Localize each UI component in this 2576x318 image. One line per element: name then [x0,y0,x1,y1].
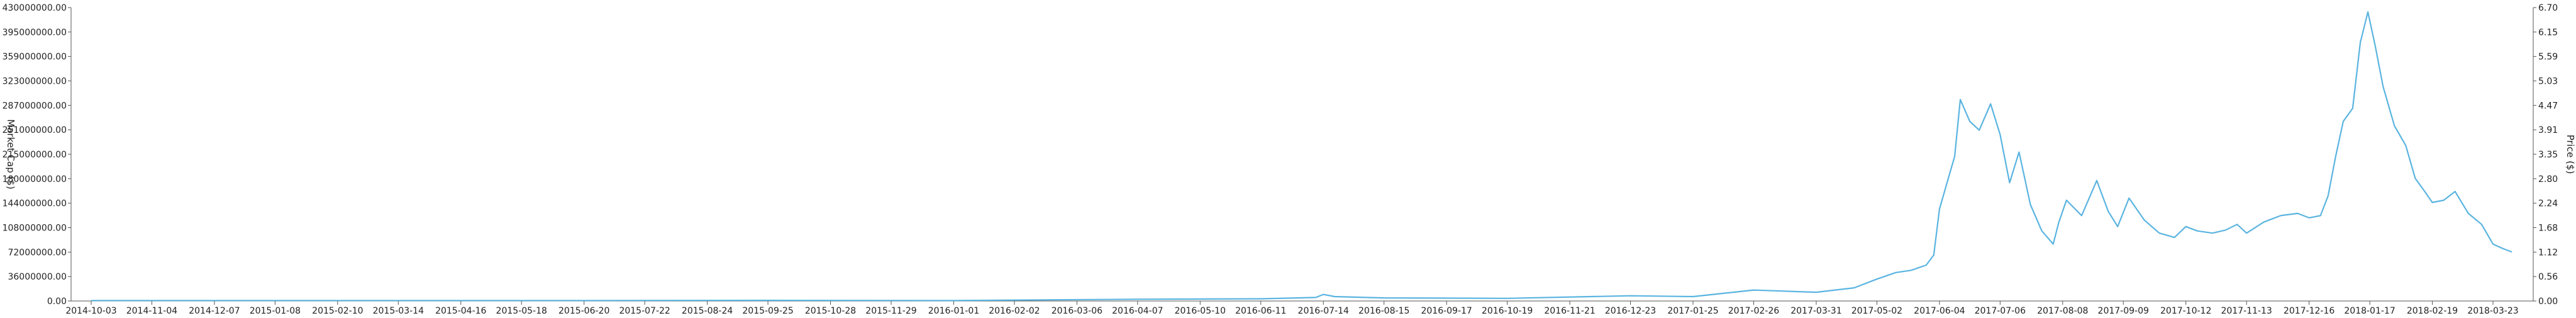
x-tick-label: 2016-05-10 [1175,306,1226,315]
left-y-axis: 0.00 36000000.00 72000000.00 108000000.00 14… [3,3,71,307]
x-tick-label: 2016-01-01 [928,306,979,315]
right-tick-label: 0.56 [2538,272,2558,282]
x-axis: 2014-10-03 2014-11-04 2014-12-07 2015-01-08… [65,301,2519,316]
x-tick-label: 2015-11-29 [865,306,916,315]
x-tick-label: 2017-07-06 [1975,306,2026,315]
left-tick-label: 359000000.00 [3,52,67,62]
x-tick-label: 2015-08-24 [682,306,733,315]
x-tick-label: 2015-05-18 [496,306,547,315]
right-tick-label: 0.00 [2538,297,2558,307]
x-tick-label: 2014-12-07 [189,306,240,315]
x-tick-label: 2014-11-04 [126,306,177,315]
x-tick-label: 2017-11-13 [2221,306,2272,315]
right-tick-label: 6.70 [2538,3,2558,13]
right-tick-label: 4.47 [2538,101,2558,111]
x-tick-label: 2016-11-21 [1544,306,1595,315]
left-tick-label: 72000000.00 [8,247,67,258]
left-tick-label: 323000000.00 [3,77,67,87]
left-tick-label: 36000000.00 [8,272,67,282]
right-tick-label: 5.03 [2538,77,2558,87]
x-tick-label: 2015-10-28 [805,306,856,315]
left-tick-label: 108000000.00 [3,224,67,234]
x-tick-label: 2017-01-25 [1667,306,1718,315]
left-tick-label: 215000000.00 [3,150,67,160]
x-tick-label: 2016-09-17 [1421,306,1472,315]
x-tick-label: 2016-03-06 [1052,306,1102,315]
left-tick-label: 430000000.00 [3,3,67,13]
x-tick-label: 2018-01-17 [2344,306,2395,315]
x-tick-label: 2017-05-02 [1852,306,1902,315]
x-tick-label: 2015-07-22 [619,306,670,315]
x-tick-label: 2018-02-19 [2407,306,2458,315]
left-tick-label: 144000000.00 [3,199,67,209]
x-tick-label: 2015-09-25 [742,306,793,315]
left-tick-label: 395000000.00 [3,28,67,38]
x-tick-label: 2016-07-14 [1298,306,1349,315]
x-tick-label: 2017-02-26 [1728,306,1779,315]
x-tick-label: 2018-03-23 [2467,306,2518,315]
x-tick-label: 2017-10-12 [2160,306,2211,315]
x-tick-label: 2017-03-31 [1790,306,1841,315]
x-tick-label: 2016-02-02 [989,306,1040,315]
x-tick-label: 2016-12-23 [1605,306,1656,315]
x-tick-label: 2015-06-20 [558,306,609,315]
right-tick-label: 6.15 [2538,28,2558,38]
right-tick-label: 1.12 [2538,247,2558,258]
right-axis-title: Price ($) [2565,135,2576,174]
x-tick-label: 2017-06-04 [1914,306,1965,315]
x-tick-label: 2015-02-10 [312,306,363,315]
right-tick-label: 1.68 [2538,224,2558,234]
plot-area [70,8,2534,302]
right-tick-label: 3.35 [2538,150,2558,160]
x-tick-label: 2015-03-14 [373,306,424,315]
x-tick-label: 2015-04-16 [435,306,486,315]
x-tick-label: 2016-06-11 [1235,306,1286,315]
left-tick-label: 251000000.00 [3,125,67,135]
right-tick-label: 5.59 [2538,52,2558,62]
left-tick-label: 287000000.00 [3,101,67,111]
left-axis-title: Market Cap ($) [5,119,16,190]
right-tick-label: 3.91 [2538,125,2558,135]
x-tick-label: 2016-08-15 [1358,306,1409,315]
x-tick-label: 2016-04-07 [1112,306,1163,315]
x-tick-label: 2017-09-09 [2098,306,2149,315]
x-tick-label: 2016-10-19 [1482,306,1533,315]
right-y-axis: 0.00 0.56 1.12 1.68 2.24 2.80 3.35 3.91 4.47 5.03… [2533,3,2558,307]
left-tick-label: 180000000.00 [3,174,67,185]
right-tick-label: 2.24 [2538,199,2558,209]
x-tick-label: 2014-10-03 [65,306,116,315]
left-tick-label: 0.00 [47,297,67,307]
price-series-line [91,11,2512,302]
x-tick-label: 2015-01-08 [250,306,301,315]
right-tick-label: 2.80 [2538,174,2558,185]
x-tick-label: 2017-12-16 [2284,306,2334,315]
x-tick-label: 2017-08-08 [2037,306,2088,315]
